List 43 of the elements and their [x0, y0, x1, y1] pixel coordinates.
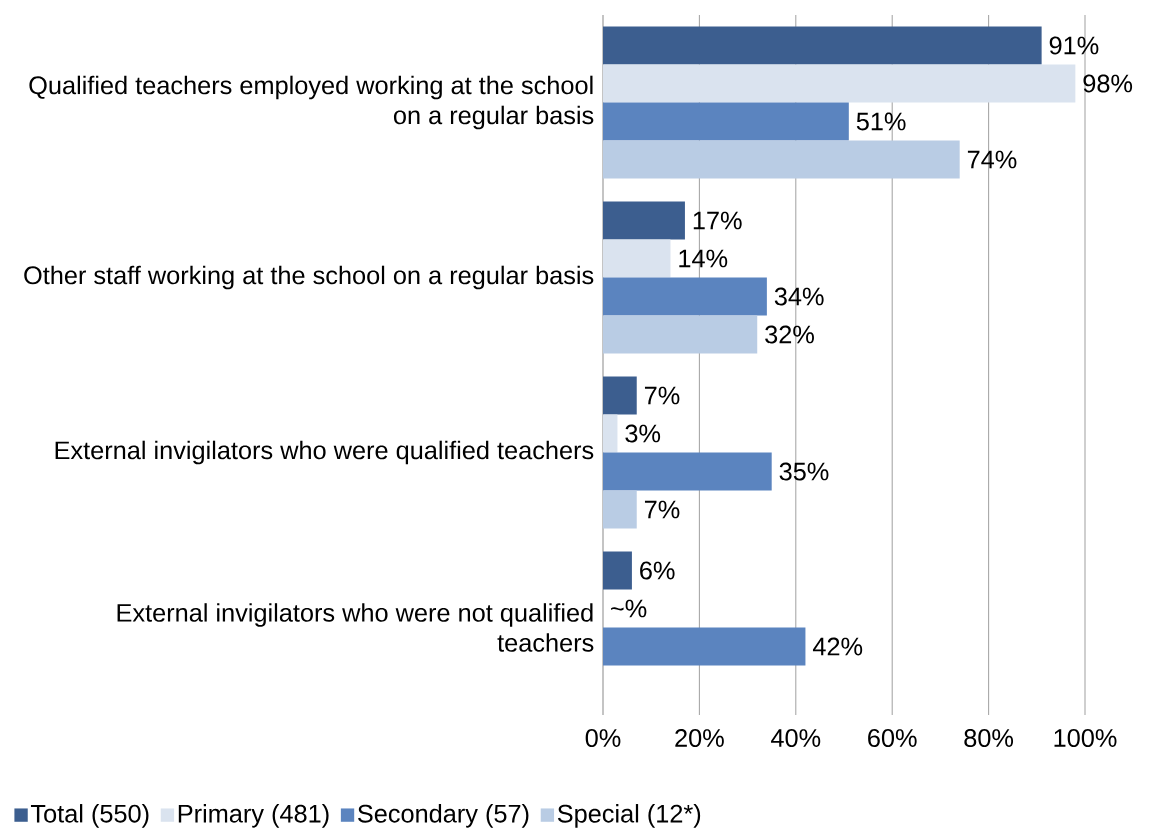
legend-label: Total (550)	[30, 804, 149, 828]
x-tick-label: 80%	[964, 729, 1014, 748]
bar	[603, 239, 671, 278]
data-label: 32%	[765, 325, 814, 344]
bar	[603, 26, 1042, 65]
y-tick-label: External invigilators who were qualified teachers	[55, 440, 594, 465]
data-label: 17%	[693, 211, 742, 230]
y-tick-label: External invigilators who were not qualified teachers	[117, 603, 594, 653]
bar	[603, 102, 849, 141]
data-label: 34%	[774, 287, 824, 306]
legend-label: Special (12*)	[557, 804, 701, 828]
x-tick-label: 100%	[1054, 729, 1117, 748]
data-label: 7%	[644, 500, 680, 519]
bar	[603, 627, 806, 666]
bar	[603, 551, 632, 590]
data-label: 35%	[779, 462, 829, 481]
legend-label: Secondary (57)	[358, 804, 529, 828]
y-tick-label: Qualified teachers employed working at the school on a regular basis	[29, 75, 594, 130]
bar	[603, 490, 637, 529]
y-tick-label: Other staff working at the school on a regular basis	[24, 265, 594, 290]
bar	[603, 452, 772, 491]
data-label: 6%	[640, 561, 675, 580]
x-tick-label: 40%	[771, 729, 821, 748]
x-tick-label: 0%	[585, 729, 621, 748]
data-label: 74%	[967, 150, 1017, 169]
bar	[603, 414, 618, 453]
bar	[603, 277, 767, 316]
bar	[603, 315, 758, 354]
x-tick-label: 20%	[675, 729, 724, 748]
bar	[603, 64, 1076, 103]
bar	[603, 201, 685, 240]
bar	[603, 140, 960, 179]
data-label: 91%	[1049, 36, 1099, 55]
data-label: 42%	[812, 637, 863, 656]
data-label: 51%	[856, 112, 906, 131]
data-label: 14%	[679, 249, 728, 268]
bar	[603, 376, 637, 415]
text: ~%	[611, 599, 647, 618]
x-tick-label: 60%	[868, 729, 917, 748]
data-label: 7%	[644, 386, 680, 405]
legend-label: Primary (481)	[178, 804, 329, 828]
data-label: 3%	[625, 424, 661, 443]
data-label: 98%	[1083, 74, 1133, 93]
